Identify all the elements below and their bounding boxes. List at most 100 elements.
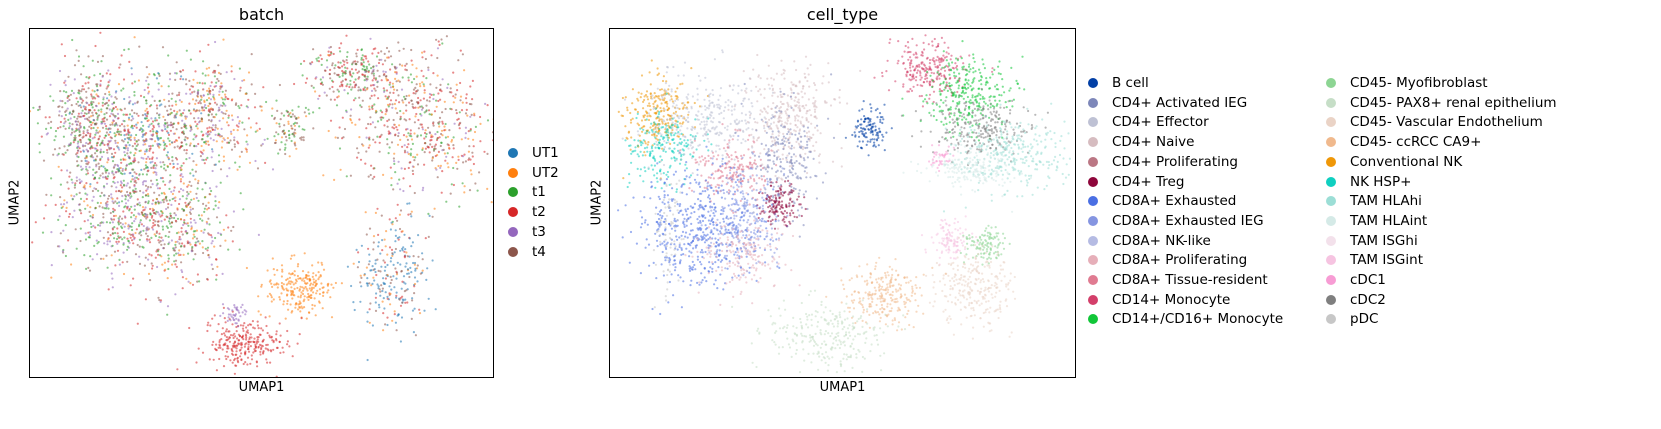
batch-point (200, 130, 203, 133)
batch-point (218, 201, 221, 204)
batch-point (102, 150, 105, 154)
batch-point (78, 203, 81, 206)
batch-point (149, 207, 152, 211)
batch-point (397, 41, 400, 44)
batch-point (133, 102, 137, 105)
batch-point (195, 237, 199, 240)
batch-point (452, 144, 455, 147)
cell-type-point (663, 146, 666, 149)
batch-point (128, 144, 131, 147)
batch-point (318, 107, 321, 110)
batch-point (371, 265, 374, 268)
batch-point (106, 203, 109, 206)
batch-point (390, 177, 393, 180)
batch-point (186, 222, 189, 225)
batch-point (106, 231, 110, 234)
batch-point (432, 93, 435, 96)
batch-point (263, 138, 266, 141)
batch-point (138, 255, 141, 258)
batch-point (192, 174, 195, 177)
batch-point (427, 68, 430, 72)
cell-type-point (662, 119, 665, 122)
batch-point (335, 104, 339, 107)
batch-point (286, 299, 289, 303)
batch-point (198, 280, 201, 283)
cell-type-point (678, 162, 682, 165)
batch-point (357, 151, 360, 154)
batch-point (273, 283, 276, 286)
batch-point (92, 195, 95, 198)
cell-type-point (815, 89, 818, 92)
cell-type-point (801, 87, 804, 90)
batch-point (380, 133, 383, 136)
batch-point (311, 303, 314, 307)
batch-point (357, 77, 360, 80)
batch-point (112, 166, 115, 169)
batch-point (49, 126, 52, 129)
batch-point (296, 342, 299, 345)
batch-point (423, 137, 426, 140)
batch-point (183, 219, 186, 222)
batch-point (231, 361, 234, 364)
batch-point (69, 93, 72, 96)
batch-point (401, 295, 404, 298)
batch-point (144, 143, 147, 146)
batch-point (59, 120, 62, 124)
cell-type-point (648, 114, 651, 117)
batch-point (218, 221, 222, 224)
batch-point (121, 226, 124, 230)
batch-point (217, 231, 220, 235)
cell-type-point (749, 114, 752, 117)
batch-point (205, 142, 208, 145)
cell-type-point (666, 170, 669, 174)
batch-point (292, 291, 295, 294)
batch-point (356, 156, 359, 159)
batch-point (238, 248, 241, 251)
batch-point (320, 261, 323, 264)
batch-point (286, 340, 289, 343)
batch-point (172, 247, 175, 250)
batch-point (30, 110, 32, 113)
batch-point (194, 253, 197, 256)
batch-point (143, 96, 146, 99)
batch-point (310, 84, 313, 87)
batch-point (270, 296, 273, 299)
batch-point (435, 105, 438, 108)
cell-type-point (763, 88, 766, 91)
batch-point (223, 98, 227, 101)
batch-point (112, 214, 116, 218)
batch-point (152, 218, 155, 222)
batch-point (341, 65, 344, 68)
batch-point (123, 236, 126, 239)
cell-type-point (765, 110, 768, 113)
batch-point (331, 62, 334, 65)
batch-point (187, 280, 190, 283)
batch-point (280, 112, 283, 115)
batch-point (171, 197, 174, 201)
batch-point (157, 296, 160, 299)
cell-type-plot-area (609, 28, 1076, 378)
cell-type-point (674, 107, 677, 110)
batch-point (110, 185, 113, 188)
batch-point (425, 104, 428, 107)
batch-point (204, 182, 207, 185)
batch-point (224, 239, 227, 242)
batch-point (93, 136, 96, 139)
batch-point (395, 296, 398, 299)
batch-point (373, 103, 376, 106)
batch-point (247, 117, 250, 120)
cell-type-point (657, 72, 660, 75)
cell-type-point (742, 70, 745, 73)
batch-point (96, 118, 99, 121)
cell-type-point (736, 123, 739, 126)
cell-type-point (642, 100, 645, 103)
batch-point (314, 274, 318, 277)
batch-point (191, 168, 194, 171)
batch-point (223, 332, 226, 335)
batch-point (363, 274, 366, 277)
batch-point (203, 82, 207, 85)
cell-type-point (690, 128, 693, 131)
batch-point (75, 247, 78, 250)
cell-type-point (802, 104, 805, 108)
batch-point (75, 153, 78, 156)
